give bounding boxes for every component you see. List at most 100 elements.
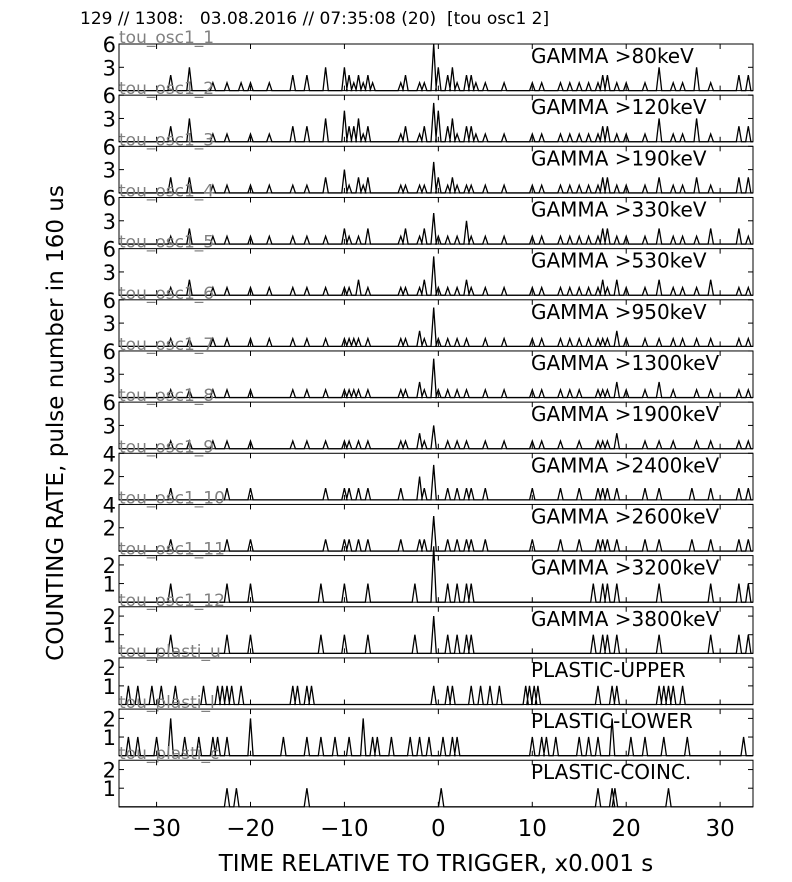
panel-tou_osc1_2: 36 GAMMA >120keV tou_osc1_2 [103,79,754,143]
panel-id-label: tou_osc1_10 [119,488,225,508]
panel-tou_osc1_6: 36 GAMMA >950keV tou_osc1_6 [103,284,754,348]
y-tick-label: 3 [103,56,116,80]
panel-tou_osc1_9: 24 GAMMA >2400keV tou_osc1_9 [103,437,754,501]
series-line-tou_plasti_c [119,788,753,808]
x-tick-label: −20 [226,816,275,842]
series-line-tou_osc1_10 [119,516,753,552]
panel-id-label: tou_osc1_3 [119,130,214,150]
series-line-tou_osc1_3 [119,161,753,194]
x-tick-label: 20 [612,816,641,842]
series-line-tou_osc1_4 [119,212,753,245]
series-line-tou_osc1_8 [119,425,753,450]
y-tick-label: 3 [103,210,116,234]
panel-tou_plasti_c: 12 PLASTIC-COINC. tou_plasti_c [103,744,754,808]
y-tick-label: 1 [103,777,116,801]
y-tick-label: 3 [103,312,116,336]
y-tick-label: 1 [103,675,116,699]
y-tick-label: 2 [103,554,116,578]
y-tick-label: 2 [103,656,116,680]
panel-tou_osc1_10: 24 GAMMA >2600keV tou_osc1_10 [103,488,754,552]
series-line-tou_osc1_9 [119,464,753,501]
panel-id-label: tou_osc1_2 [119,79,214,99]
panel-label: PLASTIC-UPPER [531,658,686,682]
x-axis-label: TIME RELATIVE TO TRIGGER, x0.001 s [218,851,654,877]
x-tick-label: −10 [320,816,369,842]
series-line-tou_osc1_6 [119,307,753,348]
y-tick-label: 6 [103,340,116,364]
y-tick-label: 6 [103,33,116,57]
panel-id-label: tou_osc1_8 [119,386,214,406]
panel-tou_plasti_l: 12 PLASTIC-LOWER tou_plasti_l [103,693,754,757]
y-axis-label: COUNTING RATE, pulse number in 160 us [43,185,69,661]
y-tick-label: 1 [103,573,116,597]
panel-label: GAMMA >1300keV [531,351,720,375]
y-tick-label: 6 [103,135,116,159]
x-tick-label: 0 [431,816,446,842]
series-line-tou_osc1_7 [119,358,753,399]
panel-tou_osc1_4: 36 GAMMA >330keV tou_osc1_4 [103,181,754,245]
y-tick-label: 3 [103,414,116,438]
panel-label: PLASTIC-LOWER [531,709,693,733]
series-line-tou_osc1_2 [119,102,753,143]
series-line-tou_plasti_u [119,685,753,706]
panel-tou_osc1_11: 12 GAMMA >3200keV tou_osc1_11 [103,540,754,603]
y-tick-label: 3 [103,159,116,183]
panel-label: GAMMA >190keV [531,146,707,170]
y-tick-label: 2 [103,759,116,783]
panel-label: GAMMA >330keV [531,197,707,221]
y-tick-label: 6 [103,391,116,415]
panel-tou_osc1_8: 36 GAMMA >1900keV tou_osc1_8 [103,386,754,450]
y-tick-label: 4 [103,493,116,517]
panel-label: GAMMA >2400keV [531,453,720,477]
panel-id-label: tou_osc1_5 [119,233,214,253]
panel-tou_osc1_12: 12 GAMMA >3800keV tou_osc1_12 [103,591,754,655]
y-tick-label: 2 [103,466,116,490]
series-line-tou_osc1_5 [119,256,753,296]
panel-tou_osc1_7: 36 GAMMA >1300keV tou_osc1_7 [103,335,754,399]
panel-id-label: tou_osc1_9 [119,437,214,457]
y-tick-label: 6 [103,84,116,108]
panel-tou_osc1_1: 36 GAMMA >80keV tou_osc1_1 [103,28,754,92]
panel-id-label: tou_osc1_11 [119,540,225,560]
panel-label: GAMMA >530keV [531,249,707,273]
y-tick-label: 6 [103,186,116,210]
y-tick-label: 6 [103,238,116,262]
panel-id-label: tou_osc1_7 [119,335,214,355]
y-tick-label: 1 [103,726,116,750]
y-tick-label: 2 [103,517,116,541]
panel-label: GAMMA >2600keV [531,504,720,528]
panel-id-label: tou_plasti_u [119,642,221,662]
panel-label: GAMMA >120keV [531,95,707,119]
panel-label: GAMMA >3200keV [531,556,720,580]
panel-id-label: tou_osc1_1 [119,28,214,48]
y-tick-label: 3 [103,107,116,131]
panel-label: GAMMA >80keV [531,44,694,68]
panel-id-label: tou_plasti_l [119,693,215,713]
panel-tou_osc1_5: 36 GAMMA >530keV tou_osc1_5 [103,233,754,296]
x-tick-label: 30 [705,816,734,842]
panel-id-label: tou_osc1_12 [119,591,225,611]
y-tick-label: 2 [103,707,116,731]
series-line-tou_plasti_l [119,718,753,757]
panel-label: PLASTIC-COINC. [531,760,691,784]
series-line-tou_osc1_1 [119,43,753,92]
series-line-tou_osc1_11 [119,546,753,603]
panel-tou_osc1_3: 36 GAMMA >190keV tou_osc1_3 [103,130,754,194]
panel-id-label: tou_plasti_c [119,744,219,764]
y-tick-label: 2 [103,605,116,629]
panel-id-label: tou_osc1_6 [119,284,214,304]
panel-label: GAMMA >950keV [531,300,707,324]
chart-header: 129 // 1308: 03.08.2016 // 07:35:08 (20)… [80,9,550,29]
series-line-tou_osc1_12 [119,616,753,655]
x-tick-label: −30 [132,816,181,842]
y-tick-label: 6 [103,289,116,313]
y-tick-label: 3 [103,363,116,387]
y-tick-label: 1 [103,624,116,648]
panel-label: GAMMA >3800keV [531,607,720,631]
panel-tou_plasti_u: 12 PLASTIC-UPPER tou_plasti_u [103,642,754,706]
y-tick-label: 4 [103,442,116,466]
x-tick-label: 10 [518,816,547,842]
y-tick-label: 3 [103,261,116,285]
panel-label: GAMMA >1900keV [531,402,720,426]
